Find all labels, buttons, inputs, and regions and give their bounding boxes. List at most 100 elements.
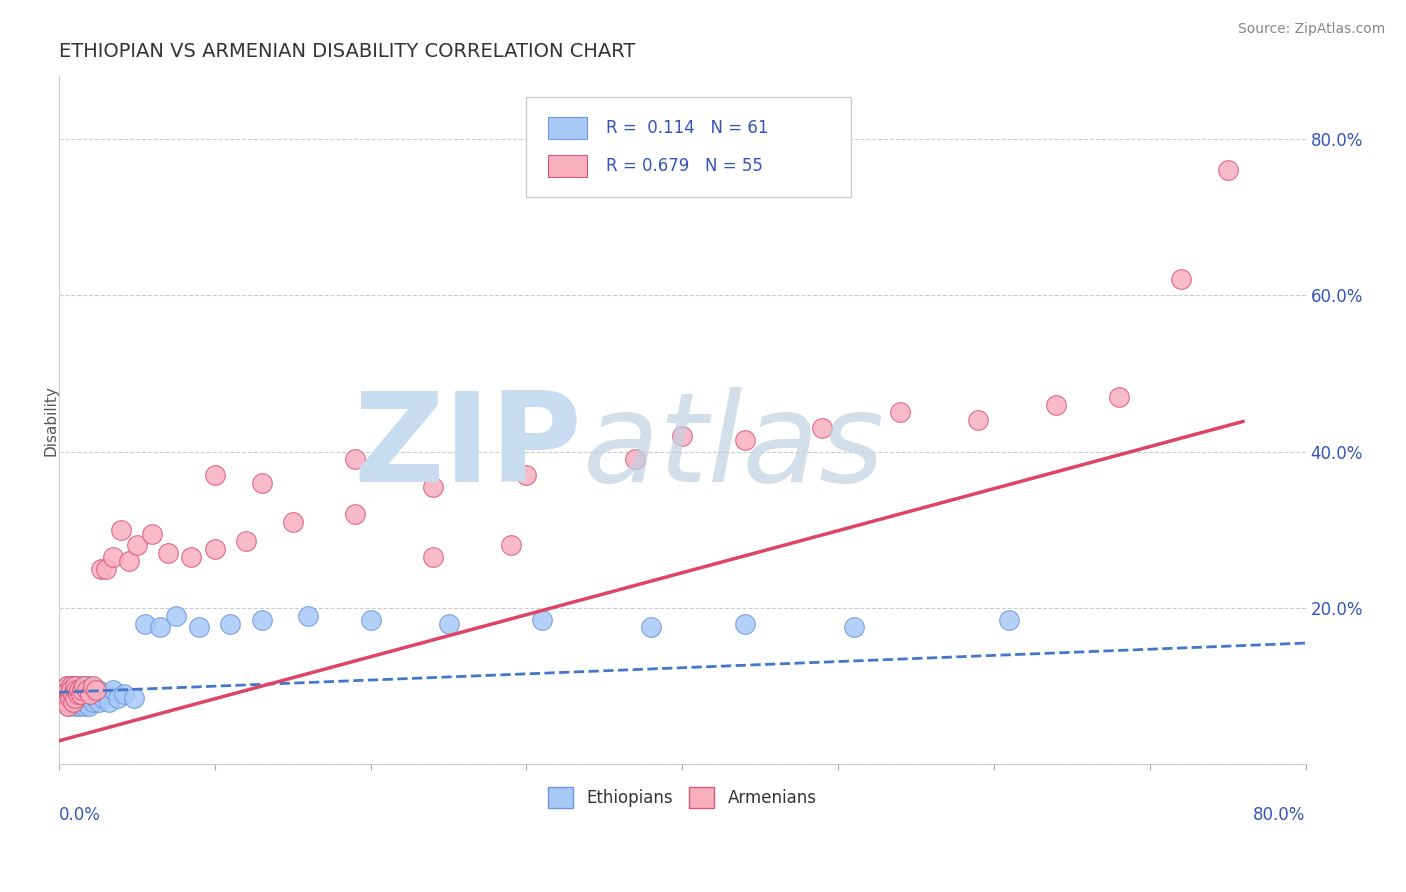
Point <box>59 690 82 705</box>
FancyBboxPatch shape <box>526 97 851 196</box>
Point <box>499 538 522 552</box>
Point <box>76 683 98 698</box>
Text: atlas: atlas <box>582 387 884 508</box>
Point <box>360 613 382 627</box>
Point <box>55 679 77 693</box>
Point <box>69 695 91 709</box>
Point <box>63 690 86 705</box>
Point <box>73 698 96 713</box>
Point <box>90 562 112 576</box>
Point <box>72 690 94 705</box>
Point <box>65 687 87 701</box>
Point <box>59 690 82 705</box>
Point <box>79 687 101 701</box>
Point <box>103 683 125 698</box>
Point <box>87 683 110 698</box>
Point <box>134 616 156 631</box>
Point <box>67 679 90 693</box>
Point <box>671 429 693 443</box>
Point <box>58 698 80 713</box>
Point <box>59 687 82 701</box>
Point <box>75 695 97 709</box>
Point <box>204 467 226 482</box>
Point <box>62 683 84 698</box>
Point <box>103 550 125 565</box>
FancyBboxPatch shape <box>547 154 588 177</box>
Point <box>122 690 145 705</box>
Point <box>55 679 77 693</box>
Point <box>76 683 98 698</box>
Point <box>250 475 273 490</box>
Point <box>52 687 75 701</box>
Point <box>59 687 82 701</box>
Point <box>422 480 444 494</box>
Point <box>58 698 80 713</box>
Point <box>69 687 91 701</box>
Point <box>281 515 304 529</box>
Text: ETHIOPIAN VS ARMENIAN DISABILITY CORRELATION CHART: ETHIOPIAN VS ARMENIAN DISABILITY CORRELA… <box>59 42 636 61</box>
Point <box>640 620 662 634</box>
Point <box>811 421 834 435</box>
Text: 0.0%: 0.0% <box>59 805 101 823</box>
Point <box>1045 398 1067 412</box>
Point <box>94 562 117 576</box>
Point <box>83 687 105 701</box>
Point <box>79 687 101 701</box>
Point <box>157 546 180 560</box>
Point <box>66 683 89 698</box>
Point <box>65 683 87 698</box>
Point <box>998 613 1021 627</box>
Point <box>86 690 108 705</box>
Point <box>52 687 75 701</box>
Point <box>967 413 990 427</box>
Point <box>734 433 756 447</box>
Point <box>55 695 77 709</box>
Point <box>82 695 104 709</box>
Point <box>149 620 172 634</box>
Point <box>437 616 460 631</box>
Text: R = 0.679   N = 55: R = 0.679 N = 55 <box>606 157 763 175</box>
Point <box>107 690 129 705</box>
Point <box>188 620 211 634</box>
Point <box>422 550 444 565</box>
Point <box>77 679 100 693</box>
Text: ZIP: ZIP <box>354 387 582 508</box>
Point <box>58 683 80 698</box>
Point <box>51 683 73 698</box>
Point <box>97 695 120 709</box>
Point <box>62 687 84 701</box>
Point <box>72 683 94 698</box>
Text: R =  0.114   N = 61: R = 0.114 N = 61 <box>606 119 769 136</box>
Point <box>515 467 537 482</box>
Point <box>165 608 187 623</box>
Point <box>180 550 202 565</box>
Legend: Ethiopians, Armenians: Ethiopians, Armenians <box>541 780 824 814</box>
Point <box>58 683 80 698</box>
Point <box>53 690 76 705</box>
Point <box>72 683 94 698</box>
Point <box>91 690 114 705</box>
Point <box>66 687 89 701</box>
Point <box>842 620 865 634</box>
Point <box>55 695 77 709</box>
Point <box>343 452 366 467</box>
Point <box>80 690 103 705</box>
Point <box>624 452 647 467</box>
Point <box>63 698 86 713</box>
Point <box>60 683 83 698</box>
Point <box>204 542 226 557</box>
Point <box>94 687 117 701</box>
Y-axis label: Disability: Disability <box>44 384 58 456</box>
Point <box>89 695 111 709</box>
Point <box>53 690 76 705</box>
Point <box>75 687 97 701</box>
Point <box>112 687 135 701</box>
Point <box>250 613 273 627</box>
Point <box>343 507 366 521</box>
Point <box>66 690 89 705</box>
Point <box>118 554 141 568</box>
Point <box>297 608 319 623</box>
Point <box>1108 390 1130 404</box>
Point <box>67 683 90 698</box>
Point <box>1170 272 1192 286</box>
